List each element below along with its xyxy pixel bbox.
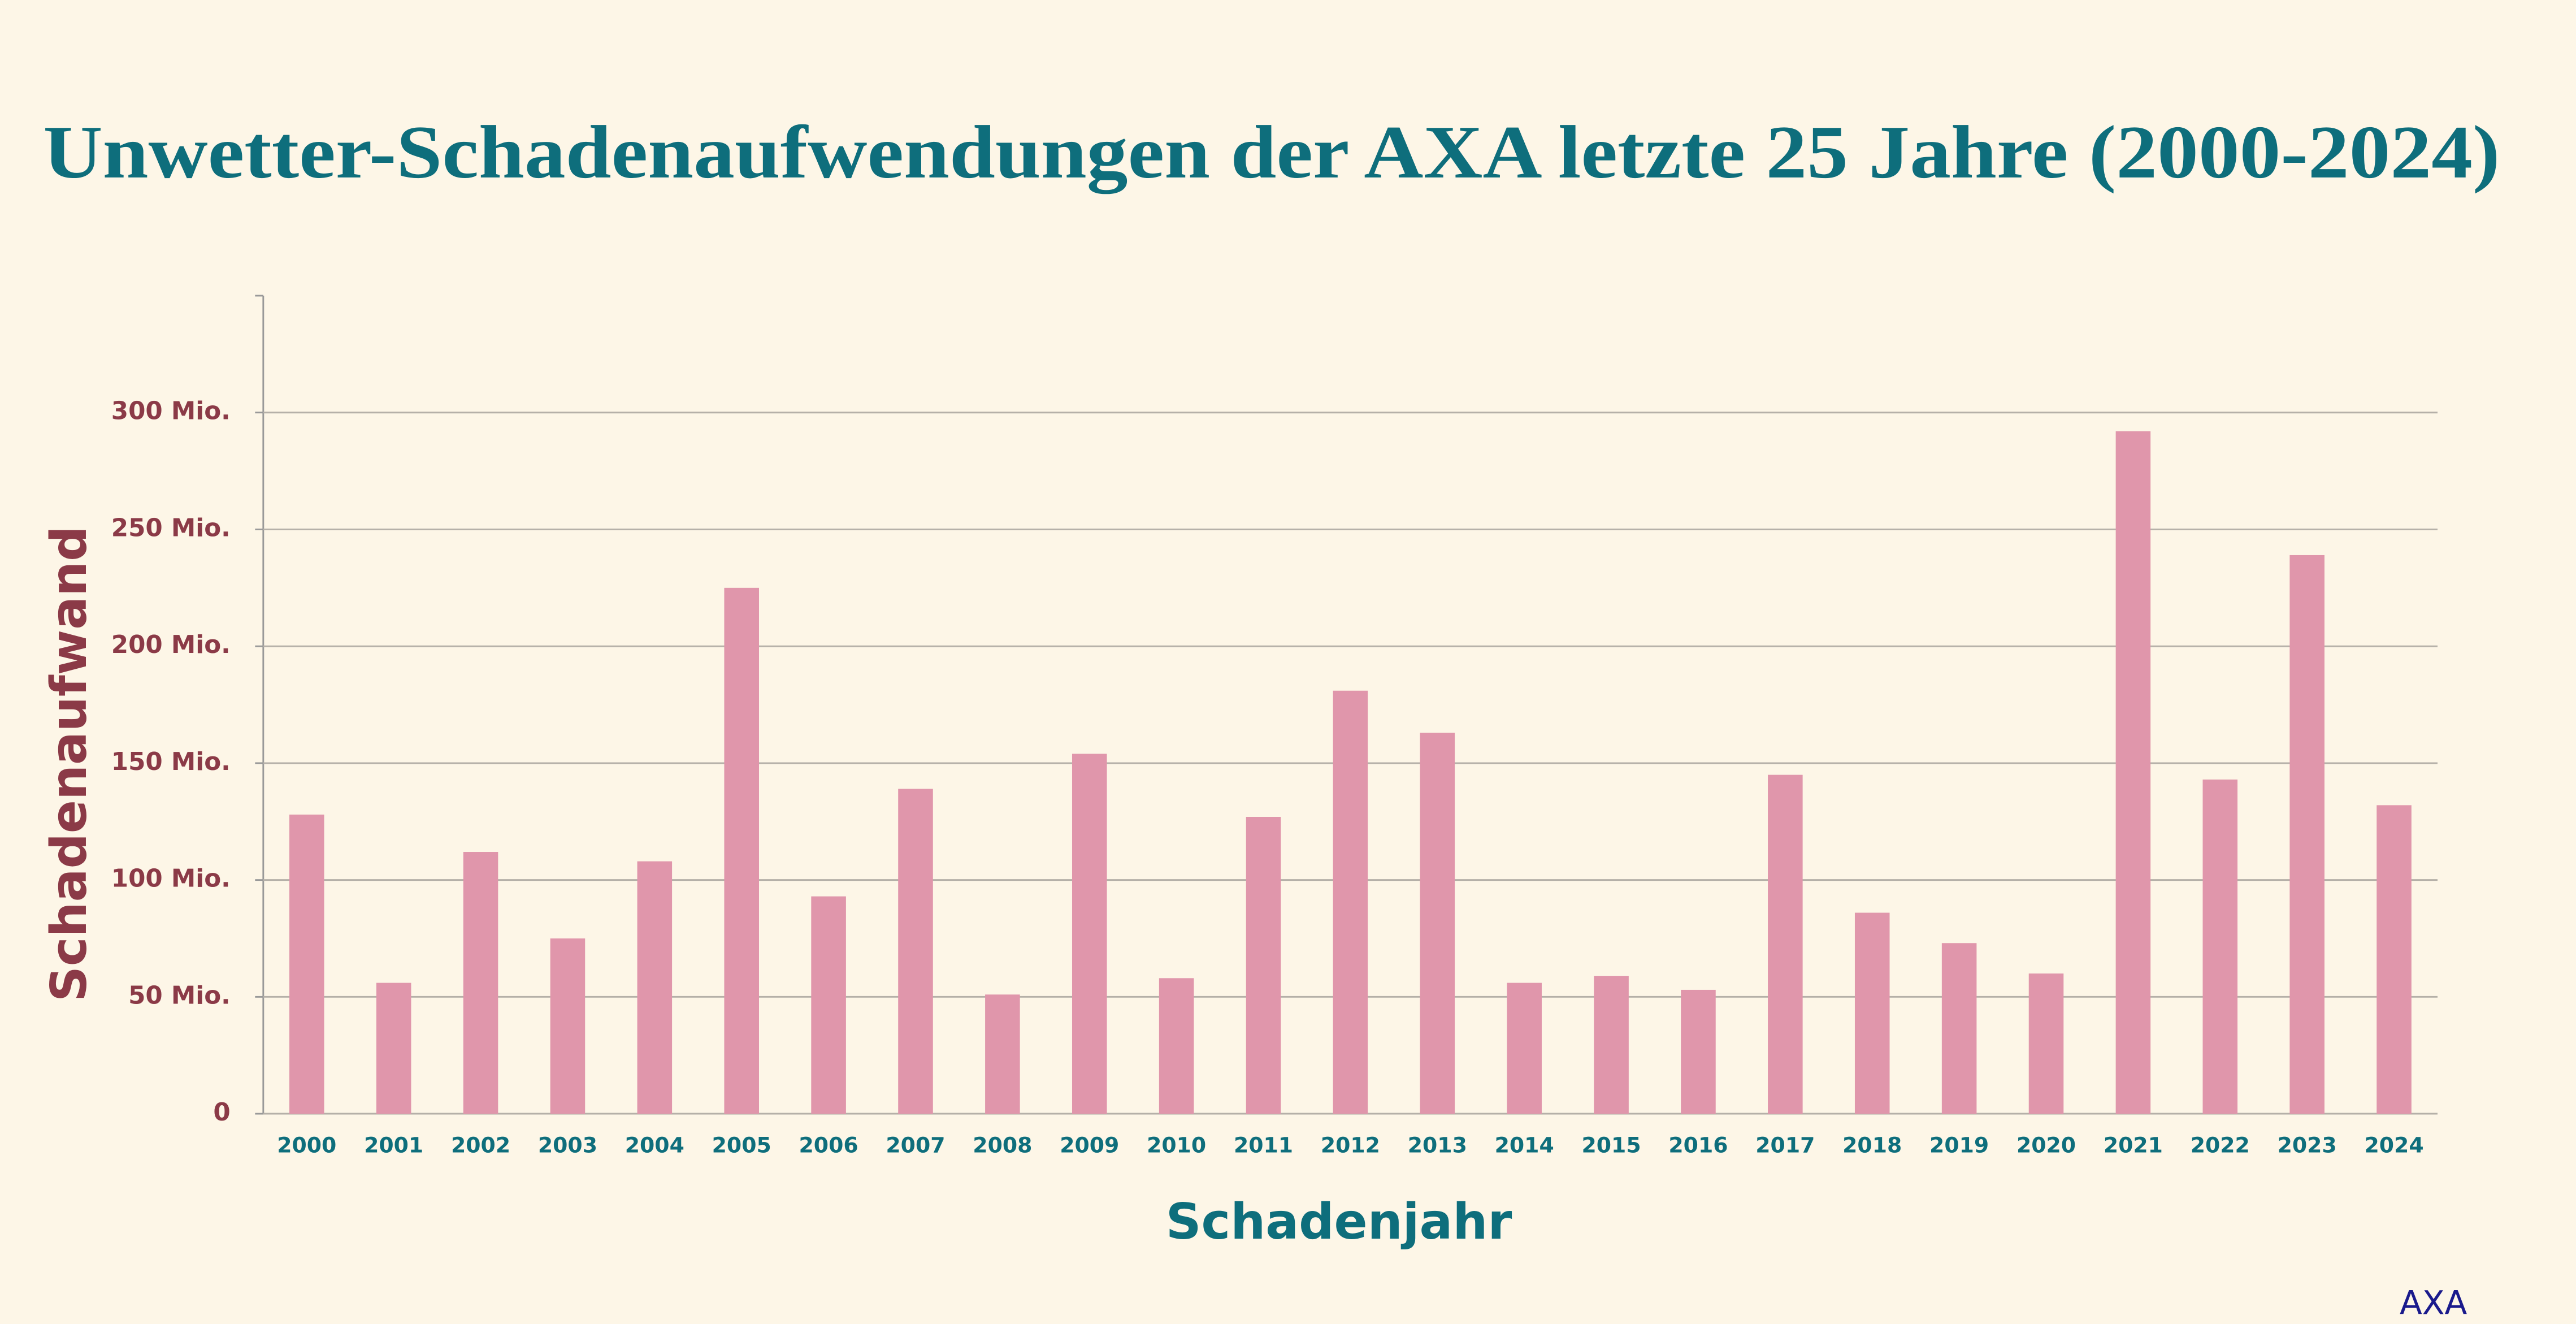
x-tick-label: 2011	[1234, 1133, 1293, 1158]
bar	[898, 789, 933, 1114]
bar	[2289, 555, 2325, 1114]
x-tick-label: 2024	[2364, 1133, 2423, 1158]
x-tick-label: 2003	[538, 1133, 597, 1158]
y-tick-label: 50 Mio.	[128, 981, 231, 1010]
x-tick-label: 2014	[1495, 1133, 1554, 1158]
y-tick-label: 150 Mio.	[111, 748, 231, 776]
x-tick-label: 2006	[799, 1133, 858, 1158]
bar	[1246, 816, 1281, 1114]
bar	[2115, 431, 2151, 1114]
bar	[1072, 754, 1107, 1114]
bar	[724, 587, 759, 1114]
bar	[376, 983, 411, 1114]
x-tick-label: 2005	[712, 1133, 771, 1158]
bar	[637, 861, 673, 1114]
bar	[2202, 779, 2238, 1114]
x-tick-label: 2023	[2278, 1133, 2337, 1158]
x-tick-label: 2002	[451, 1133, 510, 1158]
x-tick-label: 2007	[886, 1133, 945, 1158]
credit: AXA	[2400, 1284, 2467, 1322]
x-tick-label: 2004	[625, 1133, 684, 1158]
x-tick-label: 2000	[277, 1133, 336, 1158]
bar	[2376, 805, 2412, 1114]
y-tick-label: 200 Mio.	[111, 631, 231, 659]
x-tick-label: 2001	[364, 1133, 423, 1158]
bar	[550, 938, 586, 1114]
x-tick-label: 2020	[2016, 1133, 2076, 1158]
bar	[1854, 912, 1890, 1114]
y-tick-label: 300 Mio.	[111, 397, 231, 426]
bar	[1681, 989, 1716, 1114]
y-tick-label: 250 Mio.	[111, 514, 231, 542]
y-tick-label: 0	[213, 1098, 230, 1127]
bar	[1333, 690, 1368, 1114]
x-tick-label: 2019	[1929, 1133, 1989, 1158]
x-tick-label: 2009	[1060, 1133, 1119, 1158]
chart-title: Unwetter-Schadenaufwendungen der AXA let…	[43, 110, 2500, 194]
bar	[1941, 943, 1977, 1114]
bar	[1420, 733, 1455, 1114]
bar	[1507, 983, 1542, 1114]
bar	[985, 994, 1020, 1114]
bar	[463, 852, 498, 1114]
bar	[1594, 976, 1629, 1114]
bar	[289, 814, 324, 1114]
y-axis-label: Schadenaufwand	[40, 526, 98, 1001]
x-tick-label: 2015	[1582, 1133, 1641, 1158]
x-tick-label: 2017	[1755, 1133, 1815, 1158]
y-tick-label: 100 Mio.	[111, 865, 231, 893]
x-tick-label: 2013	[1408, 1133, 1467, 1158]
x-axis-label: Schadenjahr	[1166, 1193, 1512, 1251]
bar	[2028, 973, 2064, 1114]
x-tick-label: 2016	[1668, 1133, 1728, 1158]
x-tick-label: 2010	[1147, 1133, 1206, 1158]
x-tick-label: 2022	[2191, 1133, 2250, 1158]
x-tick-label: 2018	[1842, 1133, 1902, 1158]
x-tick-label: 2008	[973, 1133, 1032, 1158]
x-tick-label: 2012	[1321, 1133, 1380, 1158]
bar	[1768, 775, 1803, 1114]
x-tick-label: 2021	[2104, 1133, 2163, 1158]
bar	[811, 896, 846, 1114]
bar	[1159, 978, 1194, 1114]
